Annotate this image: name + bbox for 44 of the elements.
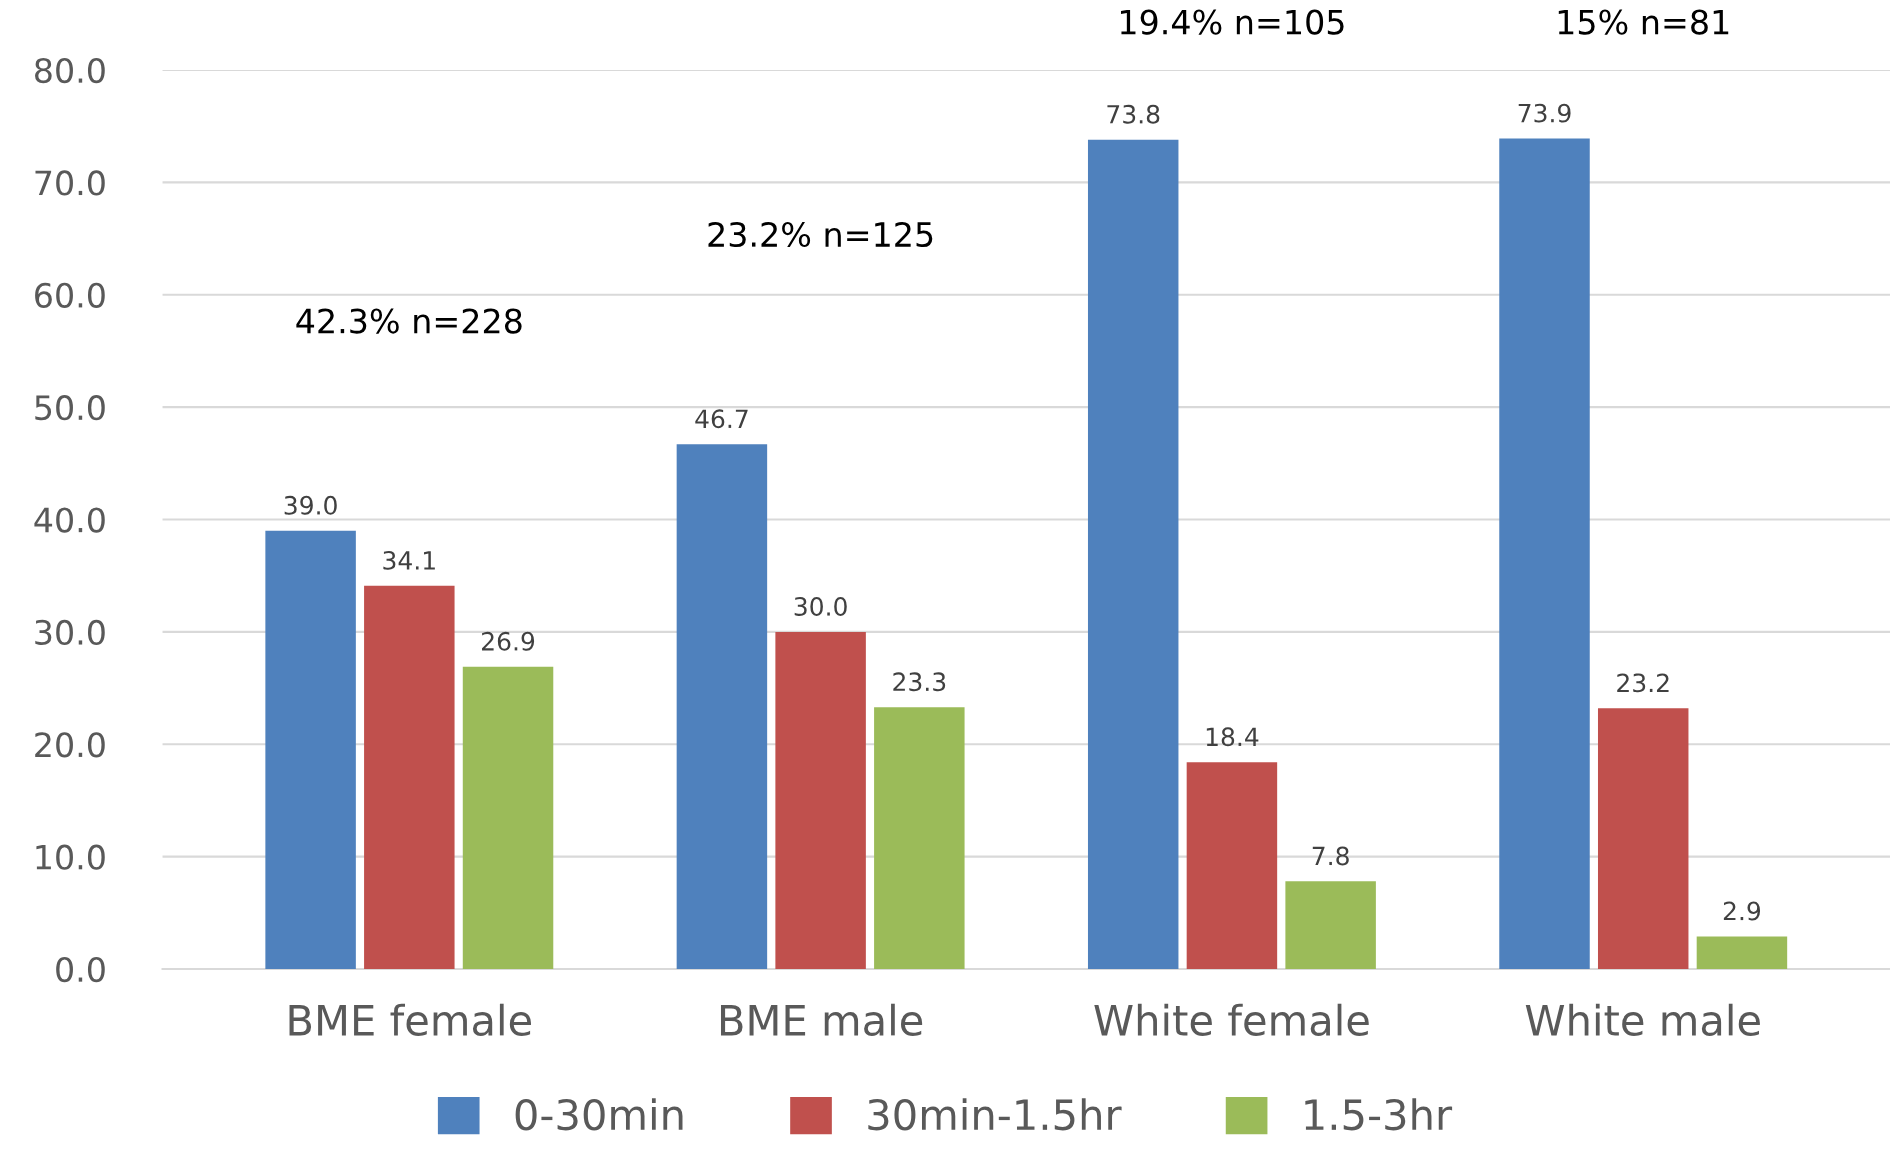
- bar: [1285, 881, 1376, 969]
- y-tick-label: 0.0: [56, 956, 105, 983]
- annotation: 23.2% n=125: [708, 221, 933, 248]
- bar: [1499, 138, 1590, 969]
- bar: [462, 666, 554, 969]
- bar: [1696, 936, 1788, 969]
- y-tick-label: 20.0: [35, 732, 105, 758]
- data-label: 73.8: [1107, 104, 1160, 124]
- data-label: 34.1: [383, 550, 435, 570]
- bar: [874, 707, 965, 969]
- data-label: 73.9: [1518, 103, 1571, 123]
- bar: [1087, 139, 1179, 969]
- data-label: 39.0: [284, 495, 337, 515]
- x-tick-label: White female: [1094, 1003, 1369, 1036]
- data-label: 30.0: [794, 597, 847, 616]
- bar: [1186, 762, 1278, 969]
- data-label: 46.7: [695, 409, 748, 429]
- y-tick-label: 70.0: [35, 170, 105, 196]
- y-tick-label: 50.0: [35, 395, 105, 421]
- bar: [265, 530, 356, 969]
- y-tick-label: 40.0: [34, 507, 105, 533]
- legend-label: 0-30min: [515, 1098, 683, 1131]
- legend-label: 1.5-3hr: [1305, 1098, 1453, 1131]
- y-tick-label: 30.0: [35, 619, 105, 646]
- text: 15% n=81: [1558, 9, 1729, 35]
- x-tick-label: BME female: [289, 1003, 531, 1036]
- y-tick-label: 80.0: [35, 57, 105, 84]
- text: 19.4% n=105: [1121, 9, 1344, 35]
- annotation: 42.3% n=228: [296, 308, 522, 334]
- bar: [1597, 708, 1689, 969]
- bar: [364, 585, 455, 969]
- bar: [676, 444, 768, 969]
- x-tick-label: White male: [1525, 1003, 1760, 1036]
- y-tick-label: 60.0: [35, 282, 105, 308]
- data-label: 2.9: [1723, 901, 1761, 921]
- y-tick-label: 10.0: [36, 844, 105, 870]
- x-tick-label: BME male: [720, 1003, 923, 1036]
- bar: [775, 631, 866, 969]
- legend-label: 30min-1.5hr: [868, 1098, 1122, 1131]
- data-label: 23.3: [893, 672, 946, 692]
- data-label: 26.9: [482, 631, 535, 651]
- data-label: 18.4: [1206, 727, 1259, 747]
- data-label: 23.2: [1617, 673, 1669, 693]
- data-label: 7.8: [1312, 846, 1349, 866]
